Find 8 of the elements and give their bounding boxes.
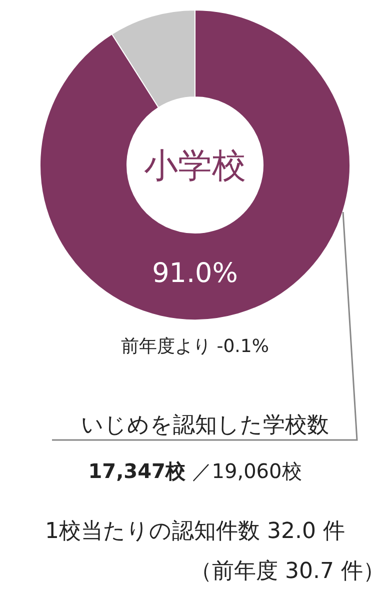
text: （前年度 30.7 件） [190, 559, 385, 584]
donut-slice [40, 10, 350, 320]
text: 17,347校 ／19,060校 [88, 459, 302, 483]
text: 1校当たりの認知件数 32.0 件 [45, 519, 345, 544]
data-label: 91.0% [152, 258, 238, 289]
text: いじめを認知した学校数 [81, 413, 329, 438]
text: 小学校 [144, 146, 246, 186]
text: 前年度より -0.1% [121, 336, 269, 357]
